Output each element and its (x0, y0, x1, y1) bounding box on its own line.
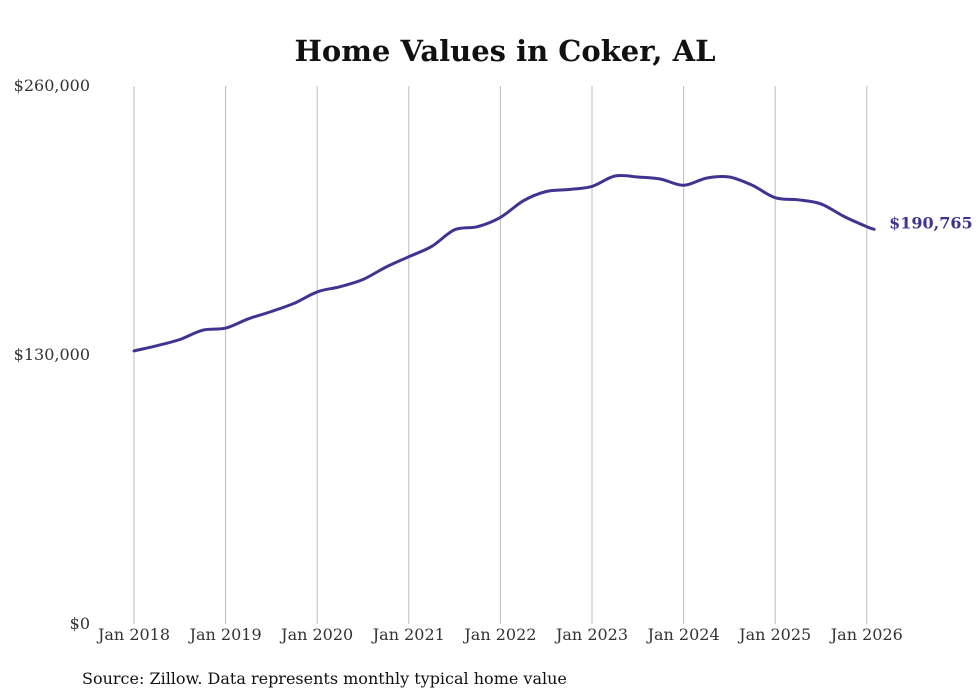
x-tick-label: Jan 2021 (371, 625, 445, 644)
y-tick-label: $0 (70, 614, 90, 633)
chart-title: Home Values in Coker, AL (295, 34, 716, 68)
x-tick-label: Jan 2020 (279, 625, 353, 644)
x-axis-ticks: Jan 2018 Jan 2019 Jan 2020 Jan 2021 Jan 2022… (96, 625, 903, 644)
y-tick-label: $130,000 (14, 345, 90, 364)
x-tick-label: Jan 2019 (188, 625, 262, 644)
x-tick-label: Jan 2025 (737, 625, 811, 644)
end-value-label: $190,765 (889, 213, 973, 232)
series-line-0 (132, 173, 876, 353)
x-tick-label: Jan 2022 (462, 625, 536, 644)
x-tick-label: Jan 2026 (829, 625, 903, 644)
x-tick-label: Jan 2023 (554, 625, 628, 644)
gridlines (133, 86, 868, 624)
source-note: Source: Zillow. Data represents monthly … (82, 669, 567, 688)
y-axis-ticks: $0 $130,000 $260,000 (14, 76, 90, 633)
x-tick-label: Jan 2018 (96, 625, 170, 644)
series-group (132, 173, 876, 353)
x-tick-label: Jan 2024 (646, 625, 720, 644)
y-tick-label: $260,000 (14, 76, 90, 95)
